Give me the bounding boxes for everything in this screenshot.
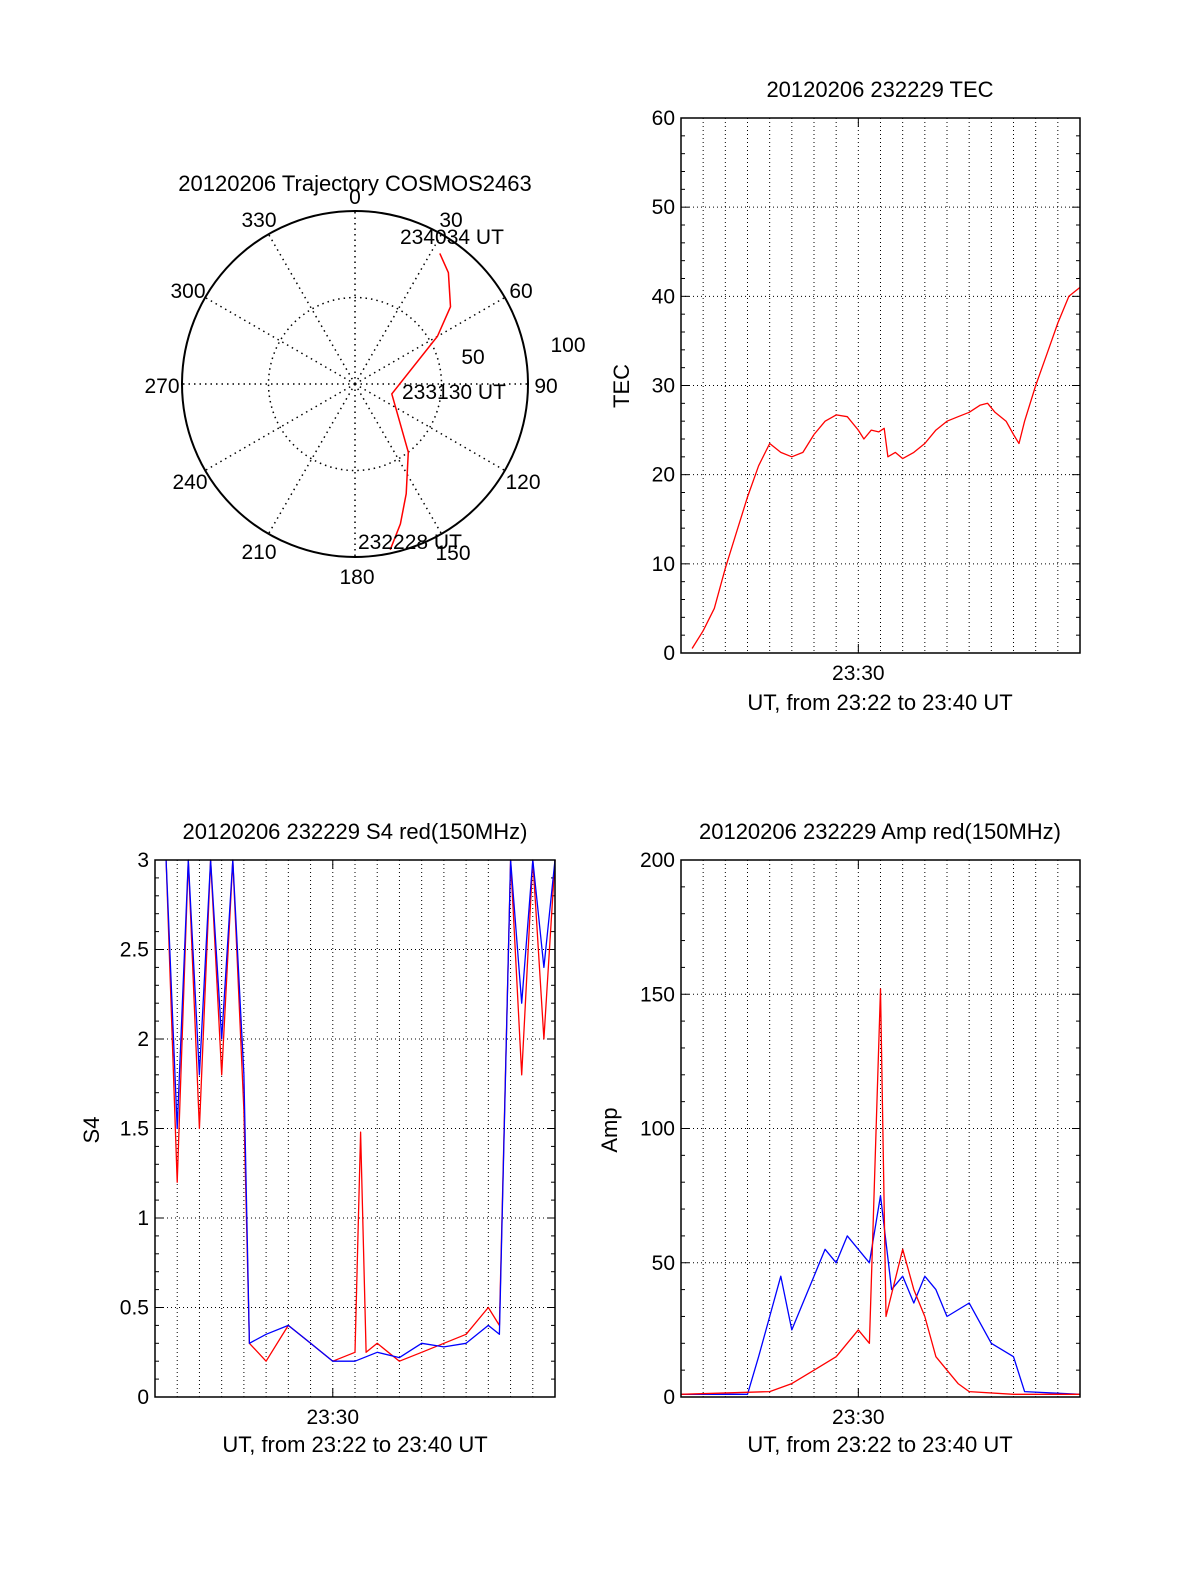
polar-angle-label-60: 60 <box>509 280 532 303</box>
tec-chart-title: 20120206 232229 TEC <box>766 77 993 102</box>
tec-ytick-label-3: 30 <box>652 375 675 398</box>
s4-ytick-label-5: 2.5 <box>120 939 149 962</box>
s4-ytick-label-1: 0.5 <box>120 1297 149 1320</box>
tec-ytick-label-2: 20 <box>652 464 675 487</box>
s4-chart-title: 20120206 232229 S4 red(150MHz) <box>183 819 528 844</box>
amp-xtick-label: 23:30 <box>832 1406 885 1429</box>
amp-series-1-line <box>680 988 1080 1395</box>
amp-series-0-line <box>681 1194 1081 1395</box>
trajectory-mid-time: 233130 UT <box>402 381 506 404</box>
tec-x-axis-label: UT, from 23:22 to 23:40 UT <box>747 690 1012 715</box>
amp-plot: 0 50 100 150 200 23:30 <box>640 849 1081 1429</box>
tec-ytick-label-5: 50 <box>652 196 675 219</box>
s4-ytick-label-3: 1.5 <box>120 1118 149 1141</box>
tec-ytick-label-1: 10 <box>652 553 675 576</box>
trajectory-start-time: 232228 UT <box>358 531 462 554</box>
polar-spoke-120 <box>354 383 506 472</box>
amp-ytick-label-0: 0 <box>663 1386 675 1409</box>
tec-xtick-label: 23:30 <box>832 662 885 685</box>
s4-ytick-label-6: 3 <box>137 849 149 872</box>
amp-x-axis-label: UT, from 23:22 to 23:40 UT <box>747 1432 1012 1457</box>
polar-trajectory-line <box>389 253 452 551</box>
amp-ytick-label-3: 150 <box>640 983 675 1006</box>
amp-ytick-label-1: 50 <box>652 1252 675 1275</box>
polar-angle-label-330: 330 <box>241 209 276 232</box>
polar-spoke-240 <box>204 383 356 472</box>
amp-y-axis-label: Amp <box>597 1107 622 1152</box>
s4-ytick-label-0: 0 <box>137 1386 149 1409</box>
tec-ytick-label-4: 40 <box>652 285 675 308</box>
amp-ytick-label-4: 200 <box>640 849 675 872</box>
trajectory-end-time: 234034 UT <box>400 226 504 249</box>
polar-radius-label-100: 100 <box>550 334 585 357</box>
polar-chart-title: 20120206 Trajectory COSMOS2463 <box>178 171 531 196</box>
tec-frame <box>680 117 1081 654</box>
s4-x-axis-label: UT, from 23:22 to 23:40 UT <box>222 1432 487 1457</box>
s4-ytick-label-2: 1 <box>137 1207 149 1230</box>
s4-frame <box>154 859 556 1398</box>
polar-angle-label-150: 150 <box>435 542 470 565</box>
polar-spoke-60 <box>354 296 506 385</box>
polar-grid <box>181 210 529 558</box>
polar-spoke-210 <box>267 383 356 535</box>
polar-angle-label-300: 300 <box>170 280 205 303</box>
polar-inner-circle <box>267 296 443 472</box>
polar-outer-circle <box>181 210 529 558</box>
tec-ytick-label-0: 0 <box>663 642 675 665</box>
s4-plot: 0 0.5 1 1.5 2 2.5 3 23:30 <box>120 849 556 1429</box>
polar-angle-label-240: 240 <box>172 471 207 494</box>
amp-frame <box>680 859 1081 1398</box>
tec-y-axis-label: TEC <box>609 364 634 408</box>
polar-trajectory-chart: 20120206 Trajectory COSMOS2463 0 30 60 90 12… <box>144 171 585 589</box>
polar-spoke-330 <box>267 233 356 385</box>
s4-chart: 20120206 232229 S4 red(150MHz) S4 UT, fr… <box>79 819 556 1457</box>
amp-chart-title: 20120206 232229 Amp red(150MHz) <box>699 819 1061 844</box>
polar-angle-label-210: 210 <box>241 541 276 564</box>
s4-series-1-line <box>165 859 556 1362</box>
polar-angle-label-0: 0 <box>349 186 361 209</box>
polar-angle-labels: 0 30 60 90 120 150 180 210 240 270 300 330 <box>144 186 557 589</box>
polar-angle-label-180: 180 <box>339 566 374 589</box>
polar-angle-label-90: 90 <box>534 375 557 398</box>
tec-grid <box>681 118 1080 653</box>
polar-angle-label-270: 270 <box>144 375 179 398</box>
tec-ytick-label-6: 60 <box>652 107 675 130</box>
amp-grid <box>681 860 1080 1397</box>
s4-ytick-label-4: 2 <box>137 1028 149 1051</box>
amp-chart: 20120206 232229 Amp red(150MHz) Amp UT, … <box>597 819 1081 1457</box>
s4-series-0-line <box>165 859 556 1362</box>
polar-spoke-30 <box>354 233 443 385</box>
polar-spoke-300 <box>204 296 356 385</box>
s4-xtick-label: 23:30 <box>306 1406 359 1429</box>
amp-ytick-label-2: 100 <box>640 1118 675 1141</box>
tec-plot: 0 10 20 30 40 50 60 23:30 <box>652 107 1081 685</box>
tec-series-0-line <box>691 286 1081 649</box>
polar-radius-label-50: 50 <box>461 346 484 369</box>
polar-angle-label-120: 120 <box>505 471 540 494</box>
s4-y-axis-label: S4 <box>79 1117 104 1144</box>
tec-chart: 20120206 232229 TEC TEC UT, from 23:22 t… <box>609 77 1081 715</box>
polar-angle-label-30: 30 <box>439 209 462 232</box>
polar-spoke-150 <box>354 383 443 535</box>
